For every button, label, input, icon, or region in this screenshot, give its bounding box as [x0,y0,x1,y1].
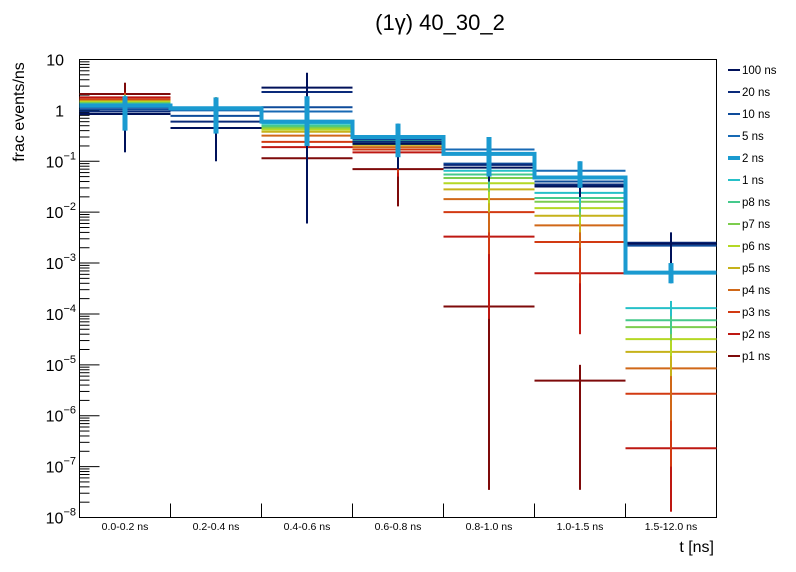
y-tick-exponent: −7 [63,456,76,468]
y-tick-exponent: −1 [63,150,76,162]
legend-item: 10 ns [728,109,770,121]
legend-item: p4 ns [728,285,770,297]
x-category-label: 0.6-0.8 ns [375,521,422,533]
legend-label: 20 ns [742,87,770,99]
y-tick-exponent: −5 [63,354,76,366]
legend-label: 5 ns [742,131,764,143]
y-tick-label: 10−4 [46,303,76,324]
y-tick-base: 10 [46,358,64,375]
legend-label: p5 ns [742,263,770,275]
x-category-label: 0.4-0.6 ns [284,521,331,533]
legend-item: 100 ns [728,65,777,77]
legend-label: p2 ns [742,329,770,341]
legend-item: p2 ns [728,329,770,341]
y-axis-title: frac events/ns [11,62,28,162]
legend-label: p1 ns [742,351,770,363]
x-category-label: 0.0-0.2 ns [102,521,149,533]
y-tick-base: 10 [46,307,64,324]
y-tick-exponent: −3 [63,252,76,264]
y-tick-base: 10 [46,53,64,70]
y-tick-base: 10 [46,460,64,477]
legend-label: 100 ns [742,65,777,77]
legend-label: p6 ns [742,241,770,253]
y-tick-exponent: −2 [63,201,76,213]
chart-title: (1γ) 40_30_2 [375,10,505,35]
x-axis: 0.0-0.2 ns 0.2-0.4 ns 0.4-0.6 ns 0.6-0.8 ns… [102,503,698,533]
x-category-label: 1.0-1.5 ns [557,521,604,533]
x-axis-title: t [ns] [679,539,714,556]
y-tick-label: 10 [46,53,64,70]
legend-item: 1 ns [728,175,764,187]
legend-label: p3 ns [742,307,770,319]
y-tick-exponent: −8 [63,507,76,519]
y-tick-base: 10 [46,256,64,273]
y-tick-label: 10−1 [46,150,76,171]
y-tick-label: 1 [55,103,64,120]
legend-label: p4 ns [742,285,770,297]
step-line [79,103,717,275]
y-tick-base: 10 [46,511,64,528]
legend-label: 10 ns [742,109,770,121]
legend-item: 5 ns [728,131,764,143]
y-tick-label: 10−6 [46,405,76,426]
y-tick-label: 10−2 [46,201,76,222]
y-tick-base: 1 [55,103,64,120]
y-tick-exponent: −6 [63,405,76,417]
legend-label: p7 ns [742,219,770,231]
legend-label: 1 ns [742,175,764,187]
y-tick-base: 10 [46,154,64,171]
legend-item: p5 ns [728,263,770,275]
series-layer [79,72,717,512]
plot-border [79,59,717,518]
y-tick-label: 10−5 [46,354,76,375]
y-tick-base: 10 [46,409,64,426]
x-category-label: 1.5-12.0 ns [645,521,698,533]
x-category-label: 0.2-0.4 ns [193,521,240,533]
legend-item: p6 ns [728,241,770,253]
legend-label: p8 ns [742,197,770,209]
plot-frame [79,59,717,518]
legend-item: p3 ns [728,307,770,319]
legend-label: 2 ns [742,153,764,165]
legend: 100 ns 20 ns 10 ns 5 ns 2 ns 1 ns p8 ns p7 ns p6… [728,65,777,363]
y-tick-base: 10 [46,205,64,222]
legend-item: p7 ns [728,219,770,231]
y-tick-label: 10−7 [46,456,76,477]
legend-item: p8 ns [728,197,770,209]
legend-item: 20 ns [728,87,770,99]
legend-item: p1 ns [728,351,770,363]
y-tick-label: 10−3 [46,252,76,273]
x-category-label: 0.8-1.0 ns [466,521,513,533]
legend-item: 2 ns [728,153,764,165]
y-tick-exponent: −4 [63,303,76,315]
series-2-ns [79,96,717,284]
y-tick-label: 10−8 [46,507,76,528]
